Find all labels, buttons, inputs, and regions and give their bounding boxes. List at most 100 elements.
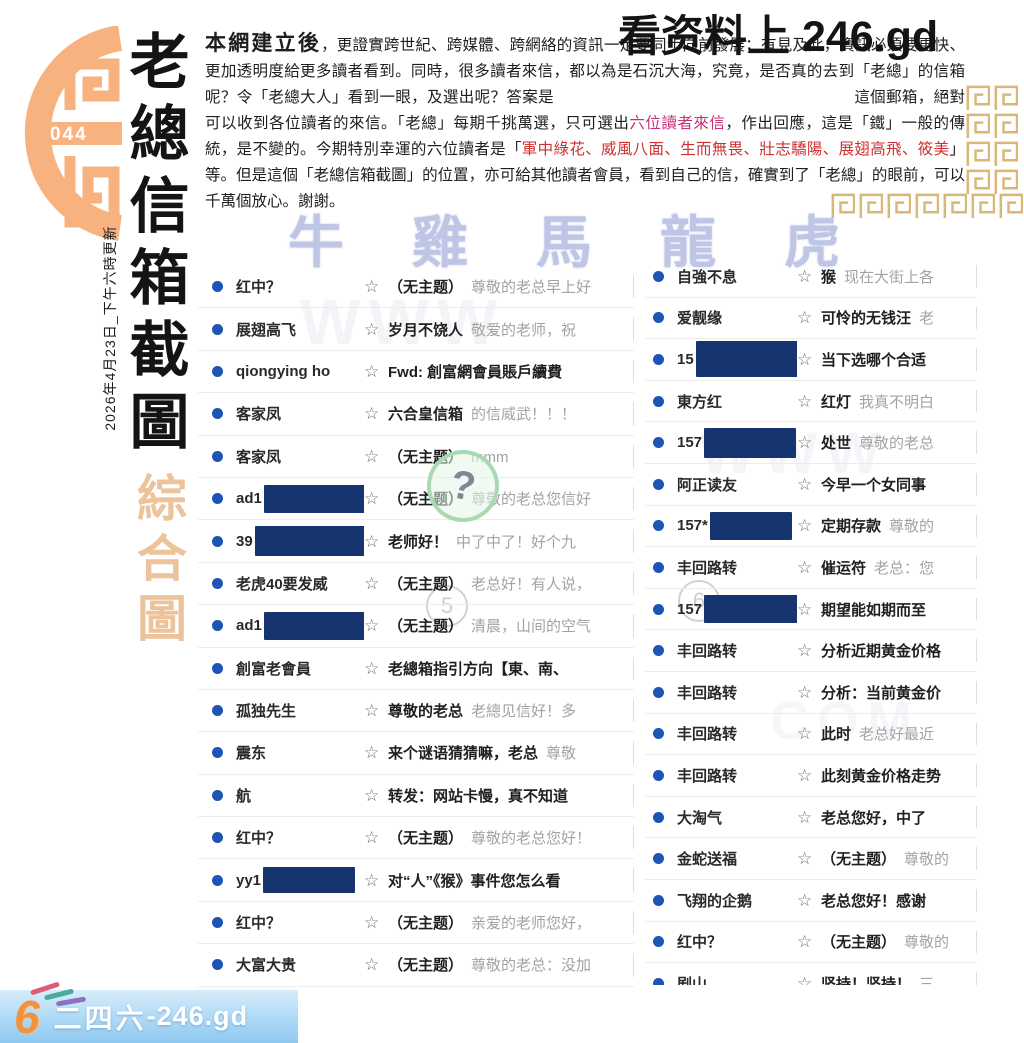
unread-dot-icon	[653, 769, 664, 781]
star-icon[interactable]: ☆	[364, 277, 380, 297]
mail-row[interactable]: ad1 ☆ （无主题） 清晨，山间的空气	[198, 605, 634, 648]
star-icon[interactable]: ☆	[364, 361, 380, 381]
mail-row[interactable]: 丰回路转 ☆ 催运符 老总：您	[645, 547, 977, 589]
message-summary: （无主题） 清晨，山间的空气	[388, 615, 634, 636]
star-icon[interactable]: ☆	[364, 955, 380, 975]
mail-list-right-column: 自強不息 ☆ 猴现在大街上各 爱靓缘 ☆ 可怜的无钱汪老 15 ☆ 当下选哪个合适 東方红 ☆ 红灯我…	[645, 256, 977, 985]
sender-name: 红中？	[236, 827, 364, 848]
star-icon[interactable]: ☆	[364, 446, 380, 466]
star-icon[interactable]: ☆	[797, 807, 813, 827]
mail-row[interactable]: 大淘气 ☆ 老总您好，中了	[645, 797, 977, 839]
mail-row[interactable]: 東方红 ☆ 红灯 我真不明白	[645, 381, 977, 423]
star-icon[interactable]: ☆	[797, 557, 813, 577]
star-icon[interactable]: ☆	[797, 516, 813, 536]
star-icon[interactable]: ☆	[364, 404, 380, 424]
sender-name: 飞翔的企鹅	[677, 890, 797, 911]
star-icon[interactable]: ☆	[797, 849, 813, 869]
star-icon[interactable]: ☆	[364, 785, 380, 805]
star-icon[interactable]: ☆	[797, 391, 813, 411]
zodiac-char: 龍	[660, 210, 716, 276]
mail-row[interactable]: 客家凤 ☆ 六合皇信箱 的信威武！！！	[198, 393, 634, 436]
mail-row[interactable]: 丰回路转 ☆ 此刻黄金价格走势	[645, 755, 977, 797]
mail-row[interactable]: 大富大贵 ☆ （无主题） 尊敬的老总：没加	[198, 944, 634, 987]
star-icon[interactable]: ☆	[364, 489, 380, 509]
unread-dot-icon	[653, 478, 664, 490]
sender-text: 創富老會員	[236, 660, 312, 678]
star-icon[interactable]: ☆	[364, 616, 380, 636]
mail-row[interactable]: 金蛇送福 ☆ （无主题） 尊敬的	[645, 838, 977, 880]
star-icon[interactable]: ☆	[797, 682, 813, 702]
mail-row[interactable]: 阿正读友 ☆ 今早一个女同事	[645, 464, 977, 506]
star-icon[interactable]: ☆	[797, 266, 813, 286]
star-icon[interactable]: ☆	[797, 724, 813, 744]
sender-text: yy1	[236, 871, 262, 889]
mail-row[interactable]: 自強不息 ☆ 猴现在大街上各	[645, 256, 977, 298]
mail-row[interactable]: 孤独先生 ☆ 尊敬的老总 老總见信好！多	[198, 690, 634, 733]
mail-row[interactable]: qiongying ho ☆ Fwd: 創富網會員賬戶續費	[198, 351, 634, 394]
zodiac-watermark: 牛雞馬龍虎	[288, 198, 840, 279]
star-icon[interactable]: ☆	[797, 973, 813, 985]
mail-row[interactable]: 飞翔的企鹅 ☆ 老总您好！感谢	[645, 880, 977, 922]
unread-dot-icon	[653, 811, 664, 823]
mail-subject: 对“人”《猴》事件您怎么看	[388, 872, 561, 890]
mail-preview: 尊敬的老总您好！	[471, 830, 592, 848]
mail-subject: 期望能如期而至	[821, 601, 927, 619]
sender-name: qiongying ho	[236, 363, 364, 380]
star-icon[interactable]: ☆	[797, 474, 813, 494]
star-icon[interactable]: ☆	[797, 349, 813, 369]
unread-dot-icon	[212, 535, 223, 547]
meander-unit-icon	[887, 193, 911, 219]
sender-name: 15	[677, 341, 797, 378]
mail-row[interactable]: 剧山 ☆ 坚持！坚持！ 三	[645, 963, 977, 985]
star-icon[interactable]: ☆	[797, 433, 813, 453]
mail-row[interactable]: 红中？ ☆ （无主题） 亲爱的老师您好，	[198, 902, 634, 945]
unread-dot-icon	[653, 395, 664, 407]
mail-row[interactable]: 客家凤 ☆ （无主题） mmm	[198, 436, 634, 478]
mail-row[interactable]: 展翅高飞 ☆ 岁月不饶人 敬爱的老师，祝	[198, 308, 634, 351]
star-icon[interactable]: ☆	[797, 641, 813, 661]
sender-name: yy1	[236, 867, 364, 894]
mail-row[interactable]: 红中？ ☆ （无主题） 尊敬的老总您好！	[198, 817, 634, 860]
star-icon[interactable]: ☆	[364, 531, 380, 551]
mail-row[interactable]: 創富老會員 ☆ 老總箱指引方向【東、南、	[198, 648, 634, 690]
mail-row[interactable]: 丰回路转 ☆ 分析近期黄金价格	[645, 630, 977, 672]
star-icon[interactable]: ☆	[797, 308, 813, 328]
mail-row[interactable]: 红中？ ☆ （无主题） 尊敬的老总早上好	[198, 266, 634, 309]
star-icon[interactable]: ☆	[364, 319, 380, 339]
star-icon[interactable]: ☆	[797, 599, 813, 619]
sender-text: 老虎40要发威	[236, 575, 328, 593]
unread-dot-icon	[212, 365, 223, 377]
mail-row[interactable]: 15 ☆ 当下选哪个合适	[645, 339, 977, 381]
star-icon[interactable]: ☆	[364, 870, 380, 890]
star-icon[interactable]: ☆	[364, 743, 380, 763]
mail-row[interactable]: 震东 ☆ 来个谜语猜猜嘛，老总 尊敬	[198, 732, 634, 775]
star-icon[interactable]: ☆	[364, 573, 380, 593]
message-summary: 红灯 我真不明白	[821, 391, 977, 412]
mail-row[interactable]: 航 ☆ 转发：网站卡慢，真不知道	[198, 775, 634, 818]
mail-row[interactable]: 丰回路转 ☆ 此时 老总好最近	[645, 714, 977, 756]
unread-dot-icon	[653, 561, 664, 573]
sender-name: 丰回路转	[677, 557, 797, 578]
mail-preview: 敬爱的老师，祝	[471, 321, 577, 339]
mail-subject: 处世	[821, 435, 852, 453]
star-icon[interactable]: ☆	[797, 765, 813, 785]
mail-row[interactable]: 39 ☆ 老师好！ 中了中了！好个九	[198, 520, 634, 563]
star-icon[interactable]: ☆	[364, 913, 380, 933]
mail-row[interactable]: 老虎40要发威 ☆ （无主题） 老总好！有人说，	[198, 563, 634, 606]
mail-row[interactable]: 157 ☆ 处世 尊敬的老总	[645, 422, 977, 464]
mail-preview: 老	[919, 310, 935, 328]
star-icon[interactable]: ☆	[797, 932, 813, 952]
star-icon[interactable]: ☆	[364, 658, 380, 678]
mail-row[interactable]: 丰回路转 ☆ 分析：当前黄金价	[645, 672, 977, 714]
mail-row[interactable]: 爱靓缘 ☆ 可怜的无钱汪老	[645, 298, 977, 340]
star-icon[interactable]: ☆	[797, 890, 813, 910]
mail-row[interactable]: yy1 ☆ 对“人”《猴》事件您怎么看	[198, 859, 634, 902]
star-icon[interactable]: ☆	[364, 701, 380, 721]
mail-row[interactable]: 157* ☆ 定期存款 尊敬的	[645, 506, 977, 548]
mail-row[interactable]: ad1 ☆ （无主题） 尊敬的老总您信好	[198, 478, 634, 521]
star-icon[interactable]: ☆	[364, 828, 380, 848]
mail-row[interactable]: 红中？ ☆ （无主题） 尊敬的	[645, 922, 977, 964]
mail-row[interactable]: 157 ☆ 期望能如期而至	[645, 589, 977, 631]
sender-name: 39	[236, 526, 364, 557]
unread-dot-icon	[653, 437, 664, 449]
